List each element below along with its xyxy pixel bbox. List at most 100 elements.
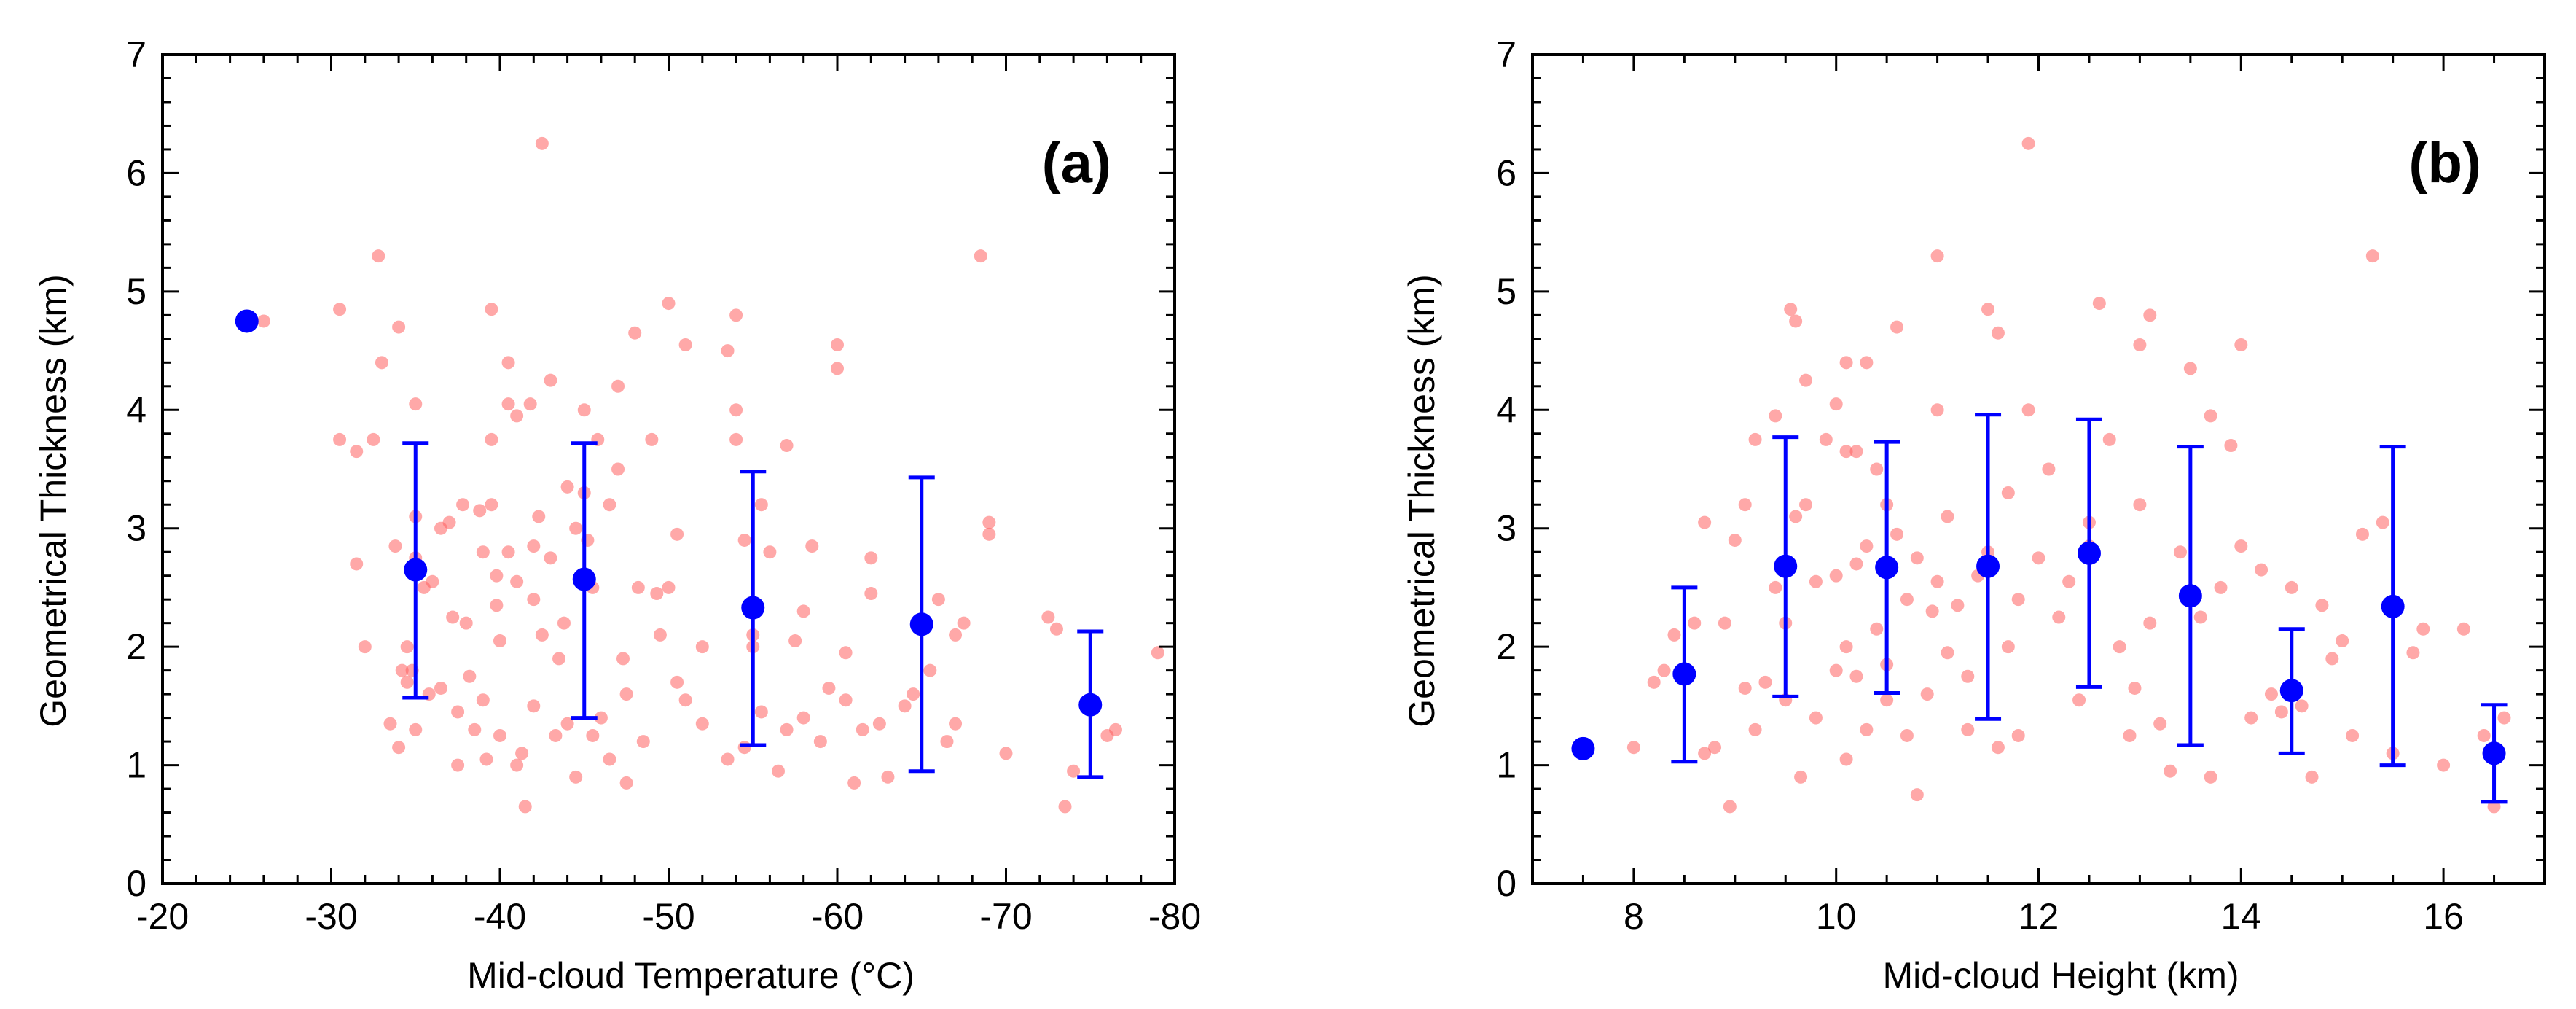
scatter-point-a bbox=[367, 432, 380, 446]
scatter-point-b bbox=[2437, 758, 2451, 772]
scatter-point-b bbox=[1849, 557, 1863, 571]
scatter-point-b bbox=[2133, 338, 2147, 351]
scatter-point-b bbox=[2325, 652, 2339, 666]
scatter-point-a bbox=[442, 515, 456, 529]
scatter-point-b bbox=[1925, 604, 1939, 618]
mean-marker-b bbox=[2178, 584, 2202, 608]
mean-marker-b bbox=[2279, 679, 2303, 703]
scatter-point-b bbox=[2011, 593, 2025, 607]
y-axis-title-a: Geometrical Thickness (km) bbox=[33, 274, 74, 727]
scatter-point-a bbox=[1058, 800, 1072, 814]
scatter-point-b bbox=[1809, 574, 1823, 588]
scatter-point-a bbox=[446, 610, 460, 624]
scatter-point-b bbox=[1900, 593, 1914, 607]
scatter-point-a bbox=[544, 551, 557, 565]
scatter-point-b bbox=[2102, 432, 2116, 446]
y-tick-label-b: 1 bbox=[1496, 745, 1516, 786]
x-axis-title-b: Mid-cloud Height (km) bbox=[1882, 955, 2239, 996]
mean-marker-b bbox=[2482, 741, 2506, 765]
y-tick-label-b: 5 bbox=[1496, 271, 1516, 312]
scatter-point-a bbox=[456, 498, 470, 512]
scatter-point-a bbox=[856, 722, 869, 736]
scatter-point-b bbox=[1941, 646, 1954, 660]
x-tick-label-a: -70 bbox=[979, 896, 1032, 937]
scatter-point-a bbox=[831, 362, 844, 375]
scatter-point-b bbox=[2042, 462, 2056, 476]
x-tick-label-a: -20 bbox=[136, 896, 189, 937]
scatter-point-b bbox=[1738, 498, 1752, 512]
mean-marker-a bbox=[909, 612, 933, 636]
scatter-point-b bbox=[1930, 574, 1944, 588]
scatter-point-a bbox=[670, 527, 684, 541]
scatter-point-a bbox=[1049, 622, 1063, 636]
scatter-point-a bbox=[459, 616, 473, 630]
scatter-point-a bbox=[931, 593, 945, 607]
y-tick-label-b: 2 bbox=[1496, 626, 1516, 667]
scatter-point-a bbox=[493, 728, 506, 742]
scatter-point-a bbox=[501, 397, 515, 411]
scatter-point-b bbox=[1758, 675, 1772, 689]
scatter-point-b bbox=[1748, 432, 1762, 446]
scatter-point-a bbox=[695, 717, 709, 731]
scatter-point-a bbox=[451, 758, 465, 772]
scatter-point-b bbox=[1738, 681, 1752, 695]
scatter-point-b bbox=[2143, 308, 2157, 322]
scatter-point-b bbox=[1880, 693, 1894, 707]
y-tick-label-a: 7 bbox=[126, 34, 146, 75]
scatter-point-b bbox=[2285, 580, 2298, 594]
y-tick-label-a: 0 bbox=[126, 863, 146, 904]
scatter-point-b bbox=[2113, 640, 2126, 654]
panel-b: (b) Mid-cloud Height (km) Geometrical Th… bbox=[1401, 34, 2546, 996]
scatter-point-b bbox=[1829, 663, 1843, 677]
scatter-point-a bbox=[737, 741, 751, 755]
scatter-point-a bbox=[485, 498, 498, 512]
scatter-point-b bbox=[1961, 669, 1975, 683]
scatter-point-a bbox=[515, 747, 529, 760]
mean-marker-a bbox=[572, 567, 596, 591]
scatter-point-b bbox=[1839, 356, 1853, 370]
scatter-point-a bbox=[957, 616, 971, 630]
scatter-point-a bbox=[662, 580, 676, 594]
scatter-point-a bbox=[721, 752, 735, 766]
scatter-point-a bbox=[847, 776, 861, 790]
scatter-point-b bbox=[1981, 303, 1995, 316]
scatter-point-a bbox=[426, 574, 439, 588]
scatter-point-a bbox=[780, 439, 794, 453]
scatter-point-a bbox=[999, 747, 1013, 760]
mean-marker-b bbox=[1571, 736, 1595, 760]
scatter-point-b bbox=[2264, 687, 2278, 701]
scatter-point-b bbox=[1819, 432, 1833, 446]
scatter-point-b bbox=[2001, 486, 2015, 499]
scatter-point-a bbox=[864, 551, 878, 565]
scatter-point-b bbox=[1784, 303, 1798, 316]
scatter-point-b bbox=[2477, 728, 2491, 742]
scatter-point-b bbox=[1799, 498, 1813, 512]
x-tick-label-b: 8 bbox=[1624, 896, 1644, 937]
scatter-point-b bbox=[1930, 249, 1944, 263]
scatter-point-a bbox=[375, 356, 388, 370]
scatter-point-b bbox=[1849, 445, 1863, 459]
scatter-point-a bbox=[763, 545, 777, 559]
scatter-point-a bbox=[907, 687, 920, 701]
mean-marker-b bbox=[2077, 541, 2101, 565]
scatter-point-b bbox=[2153, 717, 2167, 731]
x-tick-label-b: 10 bbox=[1816, 896, 1857, 937]
scatter-point-a bbox=[611, 462, 625, 476]
scatter-point-b bbox=[1647, 675, 1661, 689]
scatter-point-a bbox=[881, 770, 895, 784]
mean-marker-a bbox=[235, 309, 259, 333]
scatter-point-b bbox=[2052, 610, 2066, 624]
y-tick-label-b: 4 bbox=[1496, 389, 1516, 430]
scatter-point-b bbox=[2365, 249, 2379, 263]
scatter-point-a bbox=[532, 510, 546, 523]
scatter-point-b bbox=[2062, 574, 2076, 588]
y-axis-title-b: Geometrical Thickness (km) bbox=[1401, 274, 1442, 727]
scatter-point-a bbox=[490, 599, 504, 612]
scatter-point-b bbox=[1748, 722, 1762, 736]
scatter-point-b bbox=[1890, 527, 1904, 541]
y-tick-label-b: 7 bbox=[1496, 34, 1516, 75]
scatter-point-b bbox=[2164, 764, 2177, 778]
mean-marker-a bbox=[404, 558, 428, 582]
scatter-point-b bbox=[1698, 747, 1712, 760]
